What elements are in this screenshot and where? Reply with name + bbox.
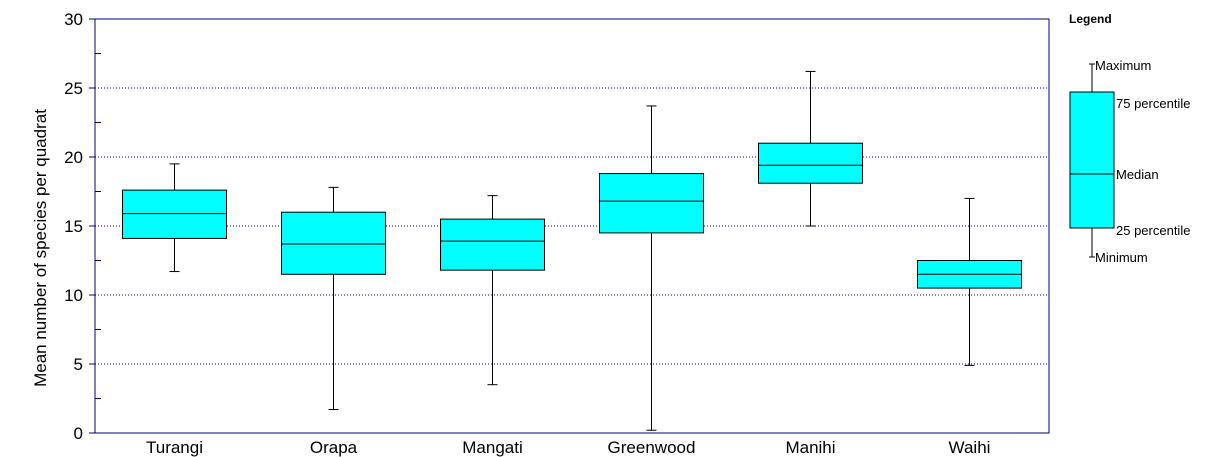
legend-label-maximum: Maximum bbox=[1095, 58, 1151, 73]
y-tick-label: 10 bbox=[64, 286, 83, 305]
legend-title: Legend bbox=[1069, 12, 1112, 26]
legend: Legend Maximum 75 percentile Median 25 p… bbox=[1069, 12, 1190, 265]
box-turangi bbox=[122, 163, 227, 273]
box-orapa bbox=[281, 186, 386, 411]
box-manihi bbox=[758, 70, 863, 227]
y-tick-label: 5 bbox=[74, 355, 83, 374]
category-label: Manihi bbox=[785, 438, 835, 457]
category-label: Mangati bbox=[462, 438, 522, 457]
y-tick-label: 25 bbox=[64, 79, 83, 98]
y-axis-title: Mean number of species per quadrat bbox=[31, 109, 50, 387]
boxes bbox=[122, 70, 1022, 431]
iqr-box bbox=[281, 211, 386, 275]
category-label: Turangi bbox=[146, 438, 203, 457]
legend-label-75-percentile: 75 percentile bbox=[1116, 96, 1190, 111]
box-greenwood bbox=[599, 105, 704, 431]
legend-label-minimum: Minimum bbox=[1095, 250, 1148, 265]
x-axis: Turangi Orapa Mangati Greenwood Manihi Waihi bbox=[146, 438, 990, 457]
legend-iqr-box bbox=[1069, 91, 1115, 229]
gridlines bbox=[95, 87, 1049, 365]
iqr-box bbox=[122, 189, 227, 239]
y-axis: 0 5 10 15 20 25 30 bbox=[64, 10, 101, 443]
legend-box-sample bbox=[1069, 63, 1115, 258]
category-label: Waihi bbox=[949, 438, 991, 457]
legend-label-25-percentile: 25 percentile bbox=[1116, 223, 1190, 238]
y-tick-label: 30 bbox=[64, 10, 83, 29]
iqr-box bbox=[440, 218, 545, 271]
category-label: Orapa bbox=[310, 438, 358, 457]
y-tick-label: 0 bbox=[74, 424, 83, 443]
box-mangati bbox=[440, 195, 545, 386]
category-label: Greenwood bbox=[608, 438, 696, 457]
y-tick-label: 15 bbox=[64, 217, 83, 236]
iqr-box bbox=[758, 142, 863, 184]
iqr-box bbox=[599, 173, 704, 234]
legend-label-median: Median bbox=[1116, 167, 1159, 182]
box-waihi bbox=[917, 197, 1022, 366]
y-tick-label: 20 bbox=[64, 148, 83, 167]
